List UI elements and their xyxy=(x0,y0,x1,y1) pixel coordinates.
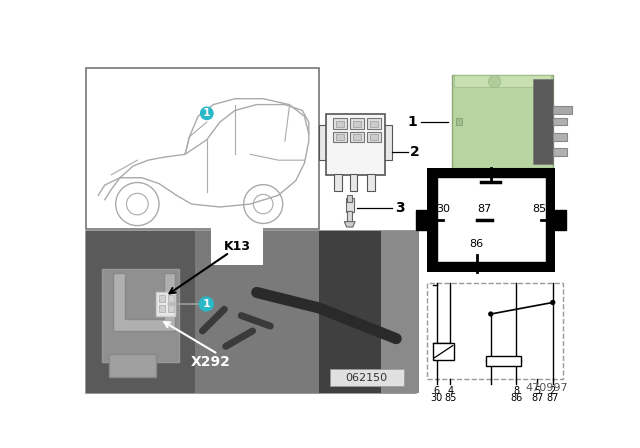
Polygon shape xyxy=(344,222,355,227)
Bar xyxy=(326,114,385,176)
Bar xyxy=(370,121,378,127)
Bar xyxy=(555,210,566,230)
Bar xyxy=(367,118,381,129)
Circle shape xyxy=(199,297,213,311)
Bar xyxy=(86,68,319,229)
Bar xyxy=(109,354,156,377)
Bar xyxy=(370,134,378,140)
Bar xyxy=(156,293,175,315)
Bar xyxy=(349,174,358,191)
Circle shape xyxy=(200,107,213,120)
Bar xyxy=(381,231,419,392)
Bar xyxy=(553,118,566,125)
Bar xyxy=(346,198,353,211)
Text: 1: 1 xyxy=(202,299,210,309)
Text: 87: 87 xyxy=(477,204,492,214)
Bar xyxy=(330,370,404,386)
Polygon shape xyxy=(113,273,175,331)
Bar xyxy=(336,121,344,127)
Circle shape xyxy=(488,75,501,88)
Text: 8: 8 xyxy=(513,386,520,396)
Bar xyxy=(533,79,553,164)
Bar xyxy=(319,125,328,160)
Bar xyxy=(436,177,546,263)
Bar xyxy=(367,174,374,191)
Bar xyxy=(353,134,360,140)
Bar xyxy=(428,168,555,271)
Text: 86: 86 xyxy=(510,393,522,403)
Bar xyxy=(348,195,352,202)
Bar xyxy=(553,133,566,141)
Text: 86: 86 xyxy=(470,239,484,249)
Text: K13: K13 xyxy=(224,240,251,253)
Bar xyxy=(454,75,551,87)
Bar xyxy=(367,132,381,142)
Bar xyxy=(486,356,520,366)
Bar xyxy=(86,231,415,392)
Bar xyxy=(456,118,462,125)
Bar xyxy=(433,343,454,360)
Text: 30: 30 xyxy=(430,393,443,403)
Bar xyxy=(159,295,165,302)
Text: 6: 6 xyxy=(433,386,440,396)
Bar xyxy=(353,121,360,127)
Text: 87: 87 xyxy=(547,393,559,403)
Text: 1: 1 xyxy=(203,108,211,118)
Bar xyxy=(86,231,250,392)
Circle shape xyxy=(551,301,555,304)
Text: 85: 85 xyxy=(532,204,547,214)
Bar xyxy=(428,283,563,379)
Bar xyxy=(553,106,572,114)
Bar xyxy=(336,134,344,140)
Text: X292: X292 xyxy=(190,355,230,369)
Text: 30: 30 xyxy=(436,204,450,214)
Text: 87: 87 xyxy=(531,393,543,403)
Bar xyxy=(319,231,419,392)
Bar xyxy=(334,174,342,191)
Bar xyxy=(349,132,364,142)
Text: 5: 5 xyxy=(534,386,540,396)
Text: 2: 2 xyxy=(410,145,420,159)
Circle shape xyxy=(489,312,493,316)
Text: 1: 1 xyxy=(408,115,417,129)
Bar xyxy=(168,305,174,312)
Bar xyxy=(553,148,566,156)
Text: 470997: 470997 xyxy=(525,383,568,392)
Bar xyxy=(168,295,174,302)
Text: 85: 85 xyxy=(444,393,456,403)
Text: 87: 87 xyxy=(484,168,498,178)
Bar xyxy=(349,118,364,129)
Bar xyxy=(348,211,352,222)
Text: 062150: 062150 xyxy=(346,373,388,383)
Text: 3: 3 xyxy=(395,201,404,215)
Bar xyxy=(159,305,165,312)
Bar xyxy=(452,75,553,168)
Bar xyxy=(102,269,179,362)
Bar xyxy=(333,118,347,129)
Bar xyxy=(417,210,428,230)
Text: 2: 2 xyxy=(550,386,556,396)
Text: 4: 4 xyxy=(447,386,454,396)
Bar xyxy=(333,132,347,142)
Bar xyxy=(383,125,392,160)
Bar xyxy=(195,231,415,392)
